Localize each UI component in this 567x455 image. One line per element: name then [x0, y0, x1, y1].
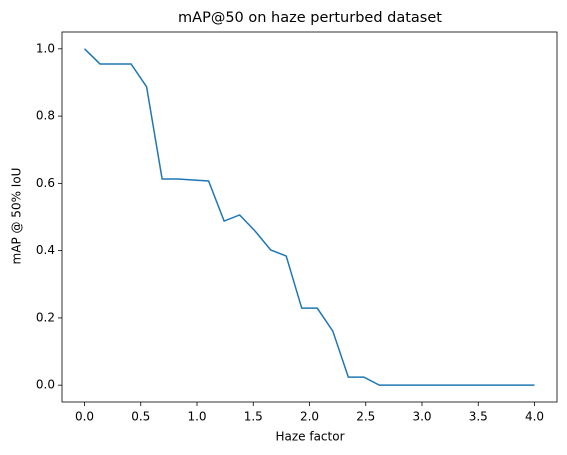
data-line [83, 48, 535, 386]
x-tick-label: 3.0 [412, 410, 431, 424]
x-tick-label: 3.5 [469, 410, 488, 424]
x-tick-label: 0.0 [75, 410, 94, 424]
x-tick-label: 4.0 [525, 410, 544, 424]
y-tick-label: 0.6 [36, 176, 55, 190]
y-tick-label: 0.0 [36, 378, 55, 392]
y-tick-label: 0.2 [36, 310, 55, 324]
x-tick-label: 2.0 [300, 410, 319, 424]
x-tick-label: 1.5 [244, 410, 263, 424]
plot-frame [61, 31, 558, 403]
x-tick-label: 1.0 [187, 410, 206, 424]
x-tick-label: 0.5 [131, 410, 150, 424]
chart-title: mAP@50 on haze perturbed dataset [178, 10, 442, 26]
x-tick-label: 2.5 [356, 410, 375, 424]
x-axis-label: Haze factor [275, 430, 344, 444]
y-tick-label: 0.4 [36, 243, 55, 257]
y-tick-label: 1.0 [36, 41, 55, 55]
y-tick-label: 0.8 [36, 109, 55, 123]
y-axis-label: mAP @ 50% IoU [10, 168, 24, 265]
